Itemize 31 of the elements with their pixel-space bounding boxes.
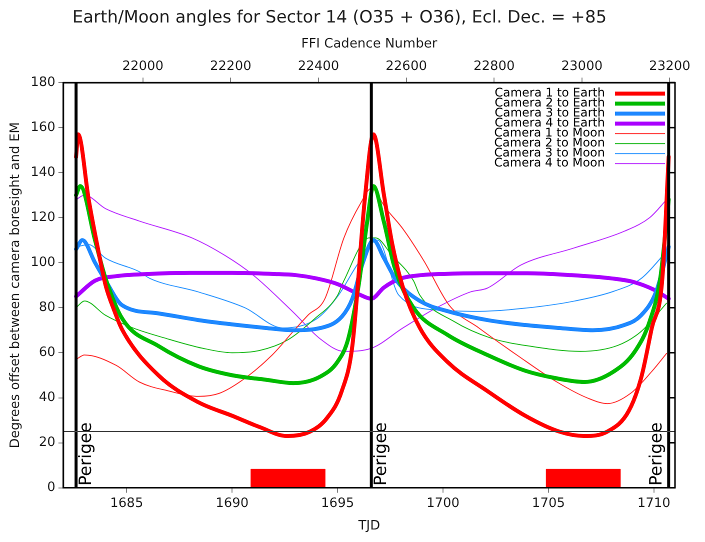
y-tick-label: 20 <box>38 435 56 450</box>
x2-tick-label: 22600 <box>386 59 427 74</box>
x2-tick-label: 22400 <box>298 59 340 74</box>
x2-axis-title: FFI Cadence Number <box>301 36 438 52</box>
x-tick-label: 1710 <box>637 496 670 511</box>
x2-tick-label: 22800 <box>473 59 515 74</box>
chart-title: Earth/Moon angles for Sector 14 (O35 + O36), Ecl. Dec. = +85 <box>72 8 607 28</box>
y-tick-label: 40 <box>38 390 56 406</box>
x-tick-label: 1695 <box>321 496 354 511</box>
x-tick-label: 1700 <box>426 496 460 511</box>
x-tick-label: 1685 <box>110 496 144 511</box>
y-tick-label: 0 <box>47 480 56 496</box>
y-tick-label: 100 <box>30 255 56 270</box>
y-tick-label: 60 <box>38 345 56 360</box>
x2-tick-label: 23000 <box>561 59 603 74</box>
ref-line-label: Perigee <box>76 422 96 486</box>
x-axis-title: TJD <box>357 518 380 534</box>
x2-tick-label: 23200 <box>649 59 690 74</box>
y-axis-title: Degrees offset between camera boresight and EM <box>8 122 24 448</box>
x2-tick-label: 22000 <box>122 59 164 74</box>
x-tick-label: 1690 <box>216 496 249 511</box>
x-tick-label: 1705 <box>532 496 566 511</box>
y-tick-label: 160 <box>30 120 56 135</box>
legend-label: Camera 4 to Moon <box>494 156 605 170</box>
ref-line-label: Perigee <box>371 422 392 486</box>
y-tick-label: 180 <box>30 74 56 90</box>
ref-line-label: Perigee <box>646 422 667 486</box>
x2-tick-label: 22200 <box>210 59 252 74</box>
y-tick-label: 80 <box>38 300 56 316</box>
y-tick-label: 140 <box>30 165 56 180</box>
y-tick-label: 120 <box>30 210 56 226</box>
